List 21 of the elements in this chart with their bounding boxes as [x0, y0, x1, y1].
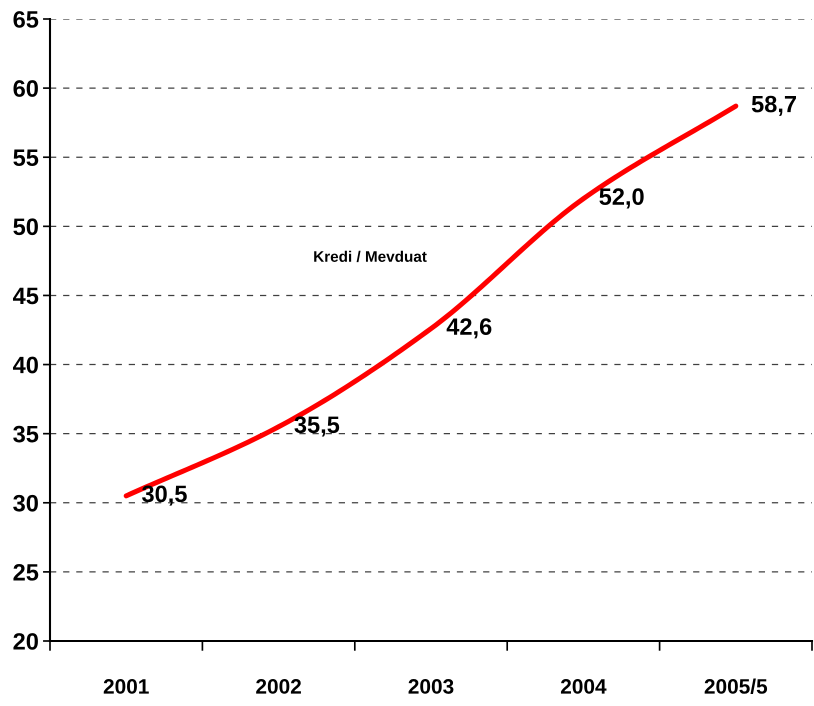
y-tick-label: 55 — [13, 150, 38, 166]
data-label: 52,0 — [599, 188, 644, 208]
data-label: 30,5 — [142, 485, 187, 506]
annotation: Kredi / Mevduat — [314, 250, 427, 262]
x-tick-label: 2002 — [256, 679, 301, 694]
data-label: 58,7 — [752, 96, 796, 116]
data-label: 42,6 — [446, 318, 492, 338]
data-label: 35,5 — [294, 416, 340, 437]
y-tick-label: 25 — [13, 564, 38, 581]
y-tick-label: 45 — [12, 288, 38, 304]
x-tick-label: 2003 — [408, 679, 454, 694]
x-tick-label: 2001 — [104, 679, 149, 694]
y-tick-label: 35 — [13, 426, 38, 442]
y-tick-label: 20 — [13, 633, 38, 650]
x-tick-label: 2005/5 — [704, 678, 768, 694]
y-tick-label: 65 — [13, 11, 38, 28]
y-tick-label: 50 — [13, 218, 38, 236]
y-tick-label: 60 — [13, 80, 38, 97]
y-tick-label: 40 — [12, 356, 38, 374]
y-tick-label: 30 — [13, 494, 38, 512]
x-tick-label: 2004 — [560, 679, 606, 694]
